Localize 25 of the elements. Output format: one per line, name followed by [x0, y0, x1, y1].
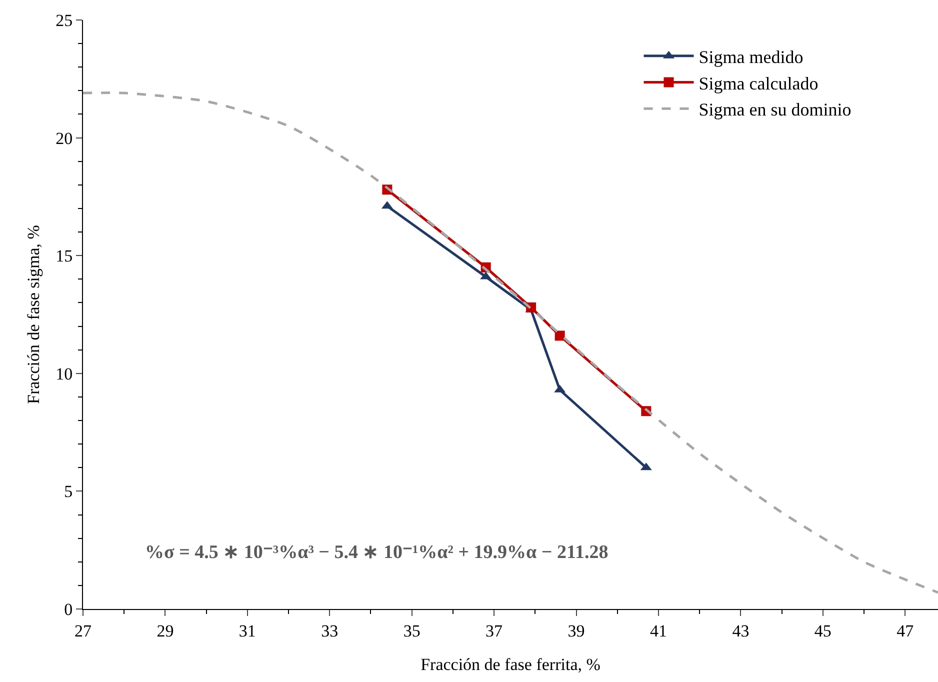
y-tick-label: 0: [64, 600, 73, 619]
legend-label: Sigma calculado: [698, 73, 818, 94]
legend-label: Sigma medido: [698, 46, 804, 67]
y-tick-label: 5: [64, 482, 73, 502]
x-tick-label: 39: [568, 621, 585, 640]
x-tick-label: 35: [403, 621, 420, 640]
legend-label: Sigma en su dominio: [698, 100, 852, 120]
x-tick-label: 41: [650, 621, 667, 640]
x-tick-label: 33: [321, 621, 338, 640]
x-tick-label: 47: [896, 621, 914, 640]
x-tick-label: 45: [814, 621, 832, 640]
y-tick-label: 25: [56, 10, 73, 30]
y-tick-label: 20: [56, 128, 73, 148]
y-tick-label: 15: [56, 246, 73, 266]
x-tick-label: 27: [74, 621, 92, 640]
line-series: [83, 92, 938, 594]
x-tick-label: 43: [732, 621, 750, 640]
x-tick-label: 37: [486, 621, 504, 640]
point: [554, 330, 565, 341]
x-tick-label: 29: [156, 621, 174, 640]
annotation: %σ = 4.5 ∗ 10⁻³%α³ − 5.4 ∗ 10⁻¹%α² + 19.9%α − 211.28: [145, 542, 608, 563]
y-axis-title: Fracción de fase sigma, %: [24, 225, 43, 404]
y-tick-label: 10: [56, 364, 73, 384]
x-tick-label: 31: [238, 621, 256, 640]
x-axis-title: Fracción de fase ferrita, %: [420, 655, 600, 674]
